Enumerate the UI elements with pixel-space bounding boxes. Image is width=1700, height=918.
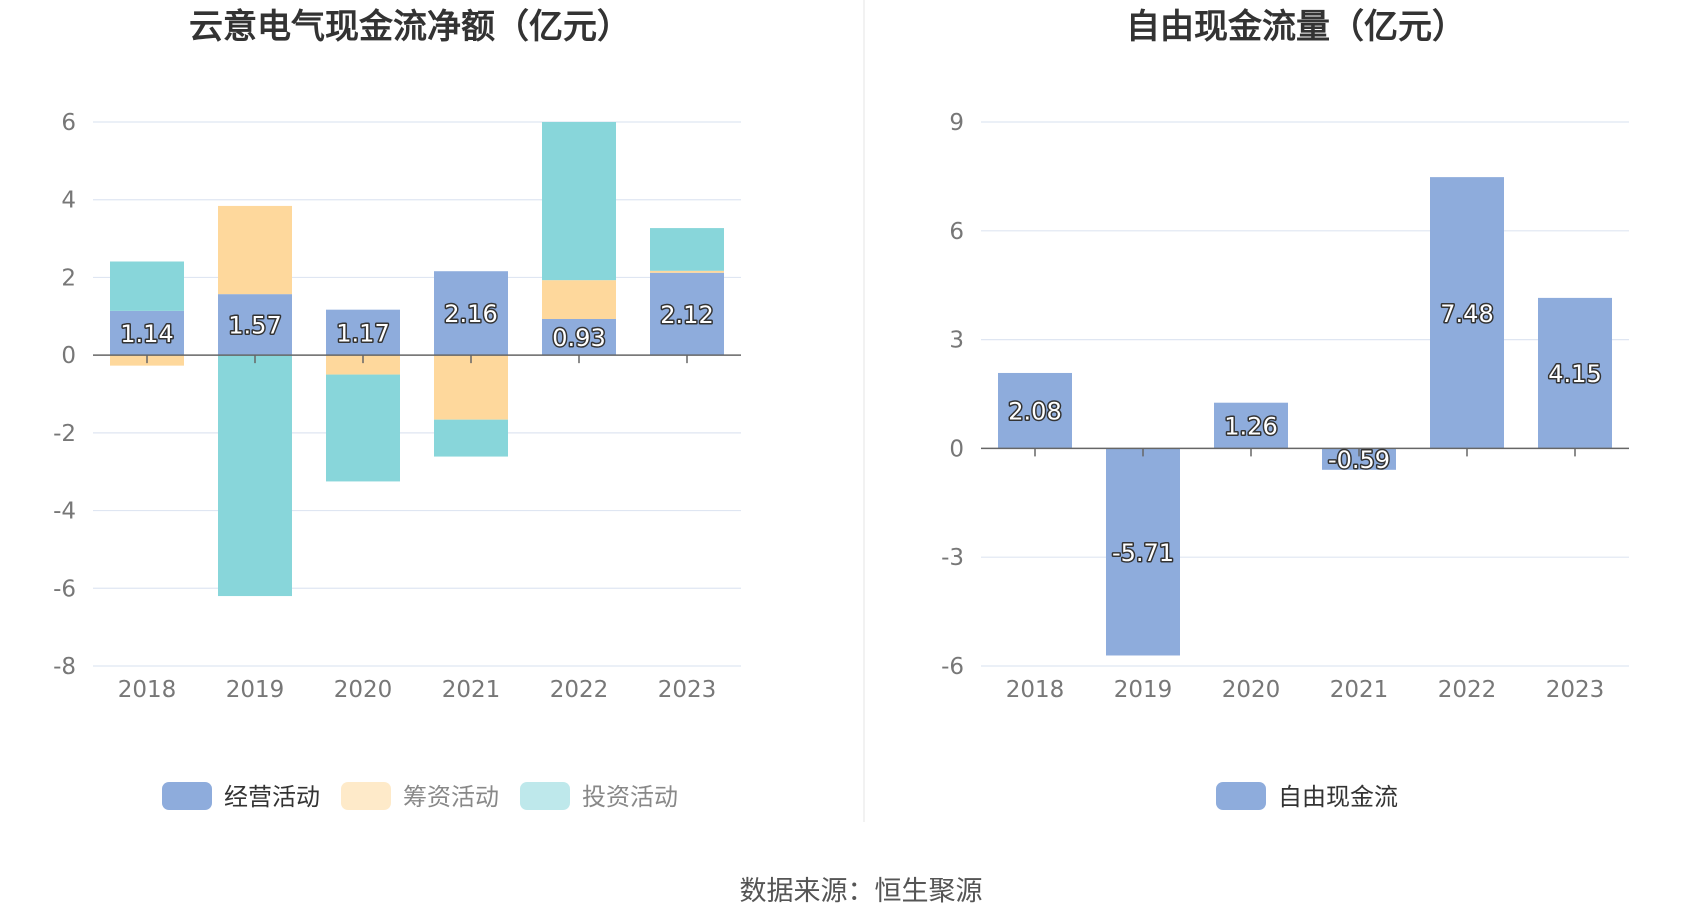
bar-2022-s0 (542, 319, 616, 356)
x-tick-label-2022: 2022 (1438, 677, 1497, 703)
y-tick-label: -4 (53, 499, 76, 525)
data-label-2018: 2.08 (1008, 398, 1061, 426)
bar-2023-s1 (650, 270, 724, 273)
data-label-2018: 1.14 (120, 320, 173, 348)
y-tick-label: 3 (949, 328, 964, 354)
x-tick-label-2022: 2022 (550, 677, 609, 703)
y-tick-label: 9 (949, 110, 964, 136)
cashflow-net-chart-title: 云意电气现金流净额（亿元） (189, 7, 631, 47)
y-tick-label: -8 (53, 654, 76, 680)
legend-label: 筹资活动 (403, 783, 499, 811)
free-cashflow-grid (981, 121, 1629, 667)
x-tick-label-2019: 2019 (1114, 677, 1173, 703)
bar-2020-s1 (326, 355, 400, 375)
data-label-2020: 1.26 (1224, 413, 1277, 441)
legend-swatch (1216, 782, 1266, 810)
free-cashflow-axes: 9 6 3 0 -3 -6 2018 2019 2020 2021 2022 2023 (941, 110, 1629, 703)
bar-2022-s2 (542, 122, 616, 281)
legend-label: 经营活动 (224, 783, 320, 811)
bar-2021-s2 (434, 419, 508, 457)
bar-2022-s1 (542, 280, 616, 320)
bar-2020-s0 (1214, 402, 1288, 449)
bar-2021-s0 (1322, 448, 1396, 470)
cashflow-net-grid (93, 121, 741, 667)
y-tick-label: 6 (949, 219, 964, 245)
legend-item-2[interactable]: 投资活动 (520, 782, 678, 811)
data-label-2021: -0.59 (1328, 446, 1390, 474)
free-cashflow-legend: 自由现金流 (1216, 782, 1398, 811)
x-tick-label-2021: 2021 (442, 677, 501, 703)
bar-2018-s0 (110, 310, 184, 356)
data-label-2020: 1.17 (336, 319, 389, 347)
cashflow-net-axes: 6 4 2 0 -2 -4 -6 -8 2018 2019 2020 2021 2022 2023 (53, 110, 741, 703)
legend-item-0[interactable]: 自由现金流 (1216, 782, 1398, 811)
cashflow-net-chart: 云意电气现金流净额（亿元） 6 4 2 0 -2 -4 -6 -8 2018 2019 2020 20… (53, 7, 741, 811)
free-cashflow-chart-title: 自由现金流量（亿元） (1126, 7, 1466, 47)
cashflow-net-data-labels: 1.14 1.57 1.17 2.16 0.93 2.12 (119, 299, 715, 354)
y-tick-label: 0 (949, 436, 964, 462)
legend-swatch (341, 782, 391, 810)
legend-label: 自由现金流 (1278, 783, 1398, 811)
data-label-2022: 7.48 (1440, 300, 1493, 328)
bar-2023-s0 (1538, 297, 1612, 449)
free-cashflow-chart: 自由现金流量（亿元） 9 6 3 0 -3 -6 2018 2019 2020 2021 2022 2… (941, 7, 1629, 811)
y-tick-label: 2 (61, 265, 76, 291)
y-tick-label: -6 (53, 576, 76, 602)
bar-2023-s2 (650, 228, 724, 271)
legend-item-1[interactable]: 筹资活动 (341, 782, 499, 811)
y-tick-label: 4 (61, 188, 76, 214)
bar-2020-s0 (326, 309, 400, 356)
data-label-2022: 0.93 (552, 324, 605, 352)
x-tick-label-2021: 2021 (1330, 677, 1389, 703)
legend-label: 投资活动 (582, 783, 678, 811)
data-label-2023: 2.12 (660, 301, 713, 329)
y-tick-label: 6 (61, 110, 76, 136)
free-cashflow-bars (998, 177, 1612, 656)
data-label-2021: 2.16 (444, 300, 497, 328)
y-tick-label: -3 (941, 545, 964, 571)
bar-2019-s0 (218, 294, 292, 356)
x-tick-label-2020: 2020 (1222, 677, 1281, 703)
legend-swatch (520, 782, 570, 810)
bar-2023-s0 (650, 272, 724, 356)
data-label-2019: 1.57 (228, 312, 281, 340)
bar-2019-s2 (218, 355, 292, 597)
data-source-note: 数据来源：恒生聚源 (740, 876, 983, 907)
bar-2018-s2 (110, 261, 184, 311)
data-label-2019: -5.71 (1112, 539, 1174, 567)
y-tick-label: 0 (61, 343, 76, 369)
y-tick-label: -2 (53, 421, 76, 447)
cashflow-net-bars (110, 122, 724, 597)
bar-2019-s1 (218, 205, 292, 295)
x-tick-label-2023: 2023 (658, 677, 717, 703)
bar-2022-s0 (1430, 177, 1504, 449)
x-tick-label-2020: 2020 (334, 677, 393, 703)
x-tick-label-2018: 2018 (118, 677, 177, 703)
bar-2021-s1 (434, 355, 508, 420)
data-label-2023: 4.15 (1548, 360, 1601, 388)
bar-2021-s0 (434, 271, 508, 356)
bar-2018-s0 (998, 372, 1072, 449)
bar-2019-s0 (1106, 448, 1180, 656)
free-cashflow-data-labels: 2.08 -5.71 1.26 -0.59 7.48 4.15 (1007, 298, 1603, 568)
x-tick-label-2023: 2023 (1546, 677, 1605, 703)
legend-swatch (162, 782, 212, 810)
cashflow-net-legend: 经营活动 筹资活动 投资活动 (162, 782, 678, 811)
legend-item-0[interactable]: 经营活动 (162, 782, 320, 811)
y-tick-label: -6 (941, 654, 964, 680)
x-tick-label-2019: 2019 (226, 677, 285, 703)
bar-2020-s2 (326, 374, 400, 482)
x-tick-label-2018: 2018 (1006, 677, 1065, 703)
